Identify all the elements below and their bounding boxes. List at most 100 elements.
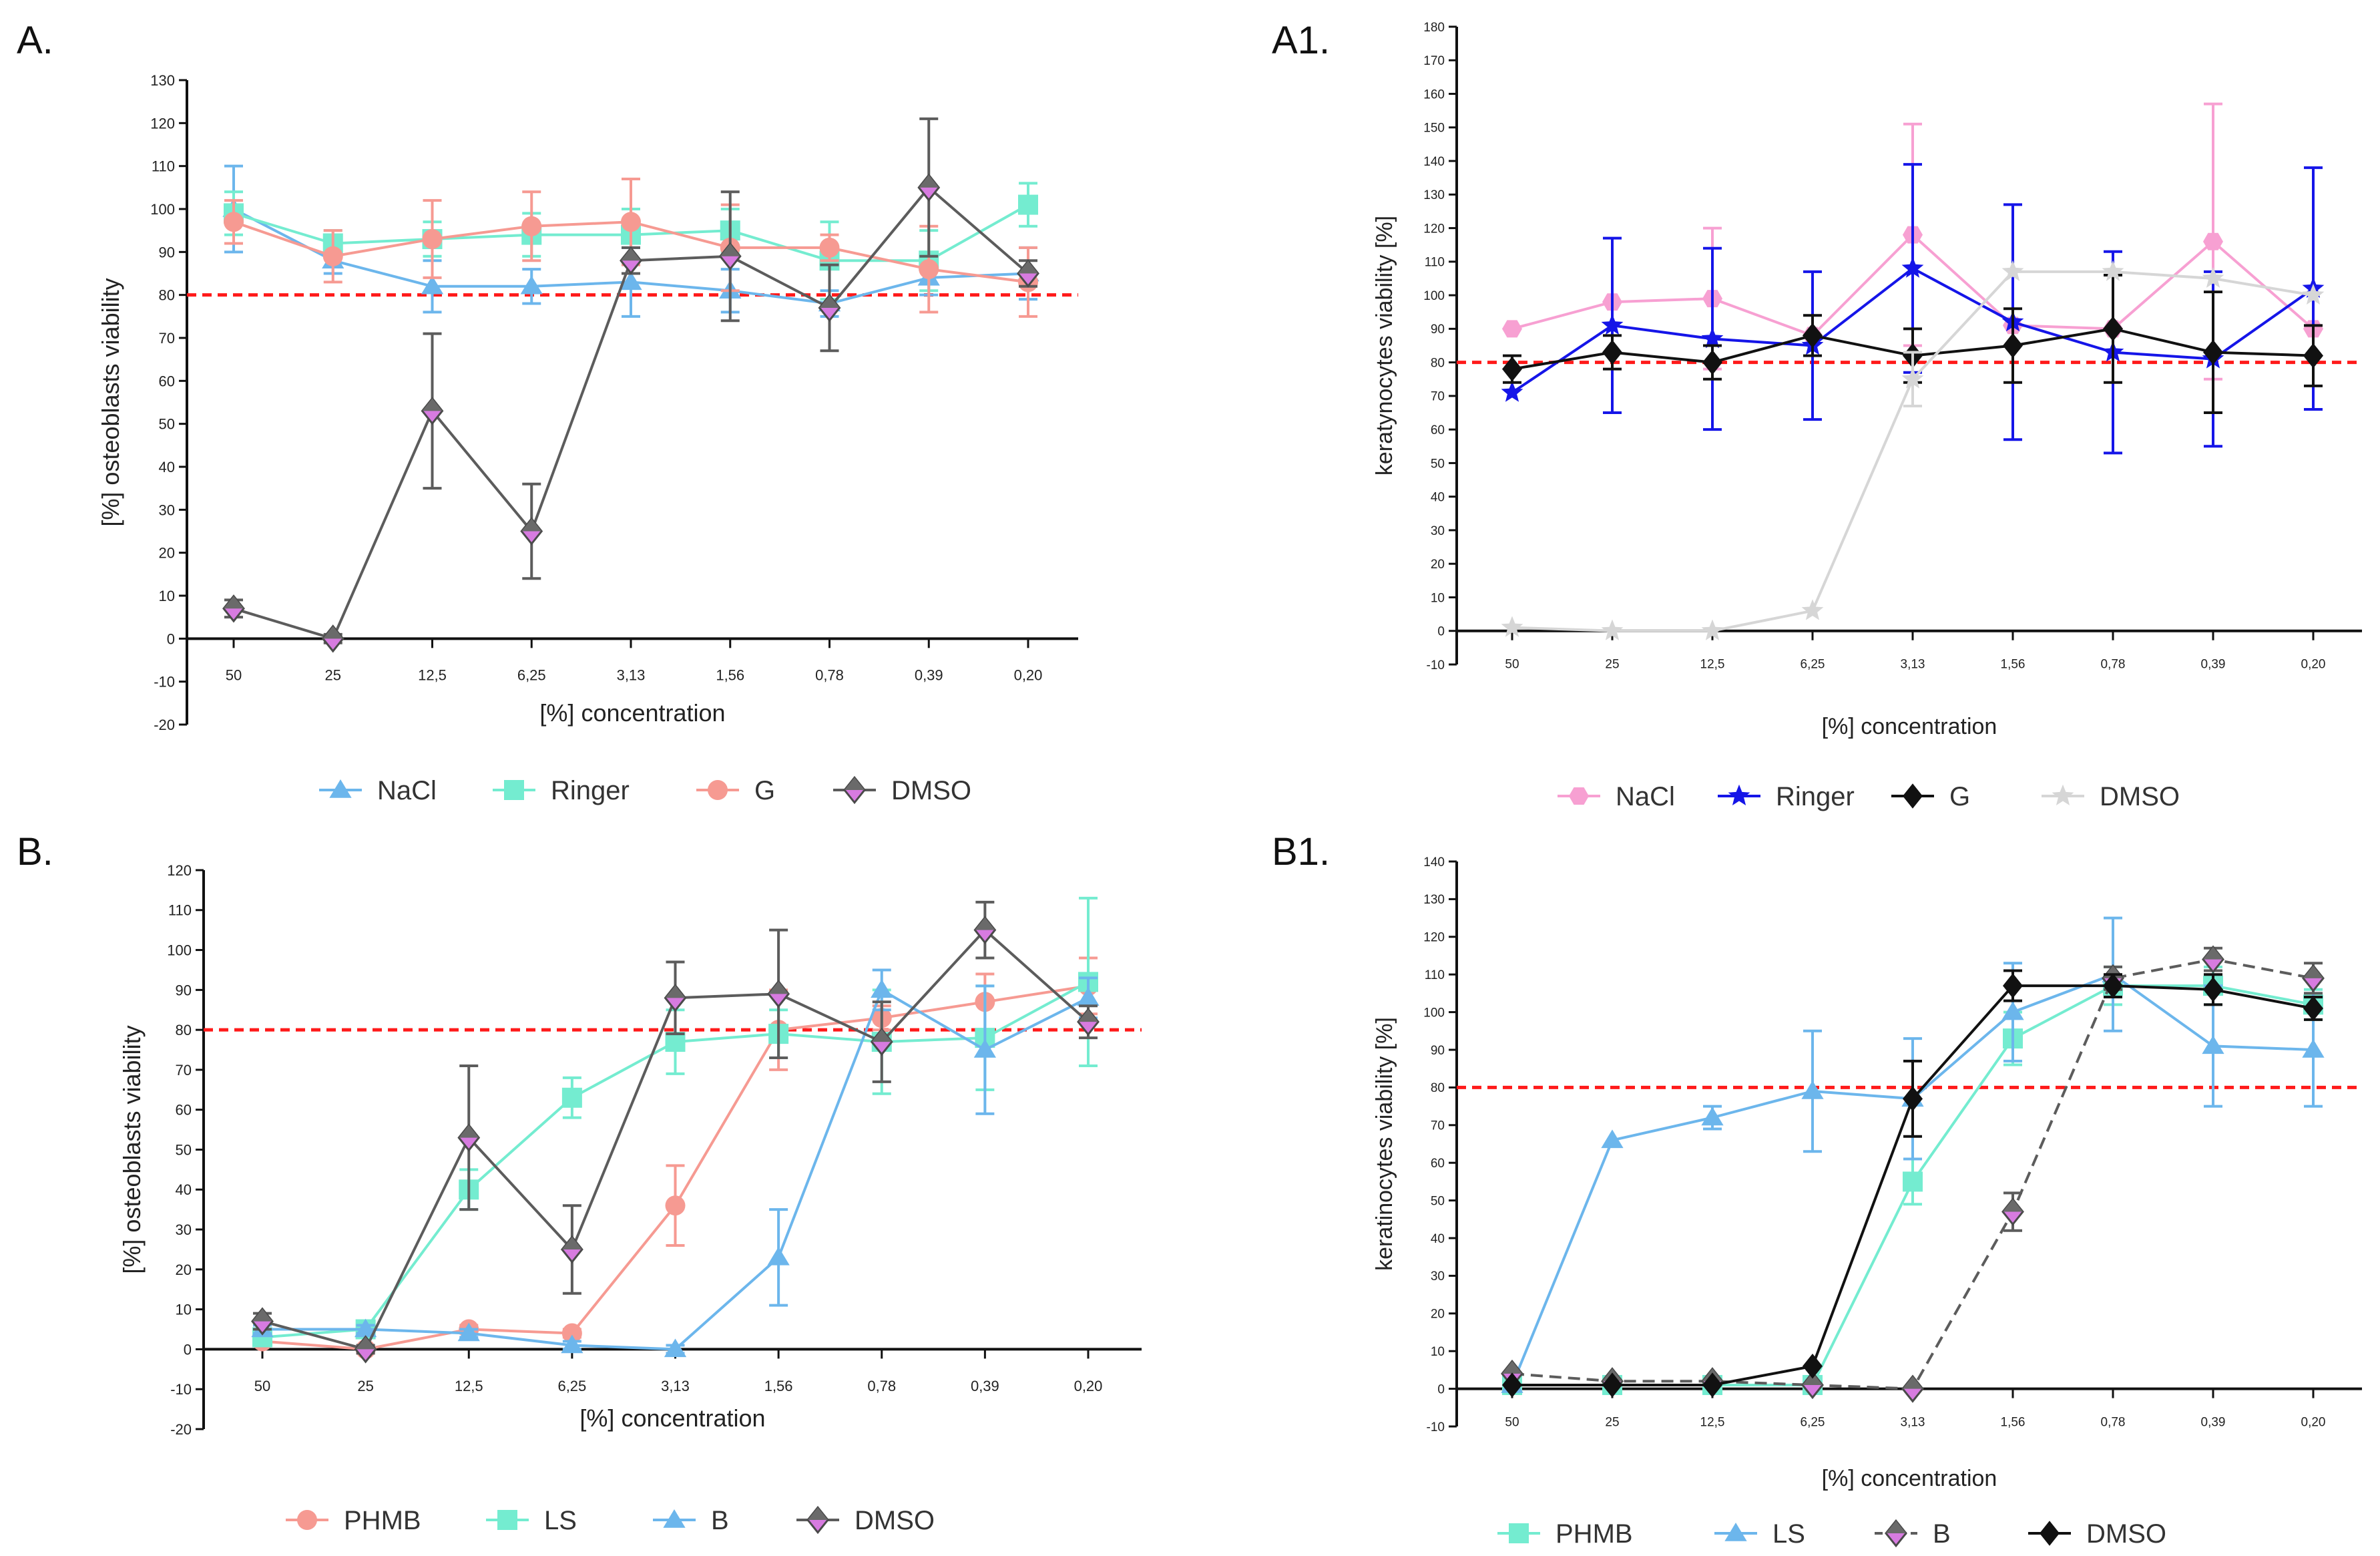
y-tick-label: 40 [159, 459, 175, 475]
y-tick-label: 140 [1423, 155, 1445, 169]
y-tick-label: 10 [1431, 591, 1445, 605]
y-axis-title: keratynocytes viability [%] [1372, 216, 1397, 475]
x-tick-label: 12,5 [455, 1378, 483, 1394]
series-dmso [222, 117, 1039, 653]
legend-item: NaCl [319, 776, 437, 805]
data-point [1801, 599, 1824, 620]
data-point [1702, 1372, 1722, 1398]
x-tick-label: 0,39 [2201, 1415, 2226, 1429]
legend-marker [2052, 784, 2074, 805]
legend-marker [297, 1510, 317, 1530]
data-point [871, 979, 893, 998]
y-tick-label: 70 [176, 1062, 192, 1079]
x-tick-label: 6,25 [1801, 658, 1825, 672]
y-tick-label: 170 [1423, 54, 1445, 68]
series-phmb [1502, 965, 2323, 1395]
data-point [2302, 283, 2325, 305]
x-tick-label: 50 [254, 1378, 270, 1394]
series-dmso [1501, 260, 2325, 640]
data-point [2102, 260, 2124, 281]
data-point-top [819, 295, 840, 308]
series-ringer [1501, 163, 2325, 455]
x-tick-label: 3,13 [617, 667, 646, 684]
legend-marker-top [808, 1507, 828, 1520]
y-tick-label: -10 [1427, 658, 1445, 672]
legend-marker [1509, 1523, 1529, 1543]
x-tick-label: 50 [1505, 1415, 1519, 1429]
y-tick-label: 110 [1425, 256, 1445, 270]
y-axis-title: [%] osteoblasts viability [118, 1025, 146, 1274]
legend-item: NaCl [1558, 782, 1675, 811]
data-point-top [2003, 1199, 2023, 1212]
data-point [2003, 333, 2023, 359]
y-tick-label: 20 [1431, 1308, 1445, 1322]
y-tick-label: 50 [1431, 457, 1445, 471]
y-tick-label: -20 [170, 1421, 192, 1438]
panel-label: B1. [1272, 830, 1330, 873]
panel-label: A. [17, 19, 53, 62]
panel-label: A1. [1272, 19, 1330, 62]
y-tick-label: 10 [176, 1302, 192, 1318]
y-tick-label: 70 [1431, 1119, 1445, 1133]
x-tick-label: 0,20 [2301, 658, 2326, 672]
legend-label: LS [544, 1506, 577, 1535]
data-point-top [1903, 1376, 1923, 1389]
data-point [1018, 194, 1038, 215]
legend-label: Ringer [1776, 782, 1855, 811]
data-point [1601, 619, 1624, 640]
legend-marker [708, 780, 728, 800]
x-tick-label: 0,78 [867, 1378, 896, 1394]
legend-label: G [1949, 782, 1970, 811]
x-tick-label: 1,56 [2001, 1415, 2026, 1429]
data-point-top [2203, 946, 2223, 960]
y-tick-label: 60 [1431, 1157, 1445, 1171]
legend-marker [1724, 1523, 1747, 1541]
x-tick-label: 1,56 [716, 667, 744, 684]
legend-label: DMSO [2086, 1519, 2166, 1549]
data-point [2303, 996, 2323, 1021]
y-tick-label: 110 [152, 158, 175, 175]
chart-panel-b: B. -20 -10 0 10 20 30 40 50 60 70 80 90 100 110 120 50 25… [17, 830, 1142, 1535]
legend-marker-top [1886, 1521, 1906, 1533]
series-g [1502, 273, 2323, 415]
data-point [819, 237, 840, 258]
y-tick-label: 100 [150, 201, 175, 218]
data-point-top [871, 1029, 892, 1042]
y-tick-label: 70 [159, 330, 175, 347]
y-tick-label: 160 [1423, 87, 1445, 102]
data-point [2001, 260, 2024, 281]
legend-marker-top [845, 777, 865, 790]
legend-item: B [653, 1506, 729, 1535]
data-point [421, 275, 444, 295]
y-tick-label: 30 [1431, 524, 1445, 538]
x-axis-title: [%] concentration [539, 699, 725, 727]
legend-label: NaCl [377, 776, 437, 805]
chart-panel-a: A. -20 -10 0 10 20 30 40 50 60 70 80 90 100 110 120 130 5… [17, 19, 1078, 805]
data-point [1602, 339, 1622, 365]
x-tick-label: 3,13 [1901, 658, 1925, 672]
data-point-top [1078, 1009, 1098, 1022]
y-tick-label: 110 [1425, 968, 1445, 982]
data-point [1701, 327, 1724, 349]
legend-label: NaCl [1616, 782, 1675, 811]
x-axis-title: [%] concentration [1822, 714, 1997, 739]
data-point-top [224, 596, 244, 609]
legend-label: PHMB [1556, 1519, 1633, 1549]
x-tick-label: 1,56 [2001, 658, 2026, 672]
legend-item: G [1891, 782, 1970, 811]
x-tick-label: 25 [1605, 1415, 1619, 1429]
y-tick-label: 120 [1423, 222, 1445, 236]
data-point [520, 275, 543, 295]
legend-marker [1903, 783, 1923, 809]
x-tick-label: 0,20 [2301, 1415, 2326, 1429]
data-point-top [322, 626, 343, 639]
data-point-top [521, 518, 542, 532]
legend-label: B [711, 1506, 729, 1535]
data-point [224, 212, 244, 232]
x-tick-label: 0,78 [2101, 1415, 2126, 1429]
data-point-top [1502, 1361, 1522, 1374]
legend-label: Ringer [551, 776, 630, 805]
legend-marker [504, 780, 524, 800]
data-point [919, 259, 939, 280]
y-axis-title: [%] osteoblasts viability [97, 278, 124, 526]
